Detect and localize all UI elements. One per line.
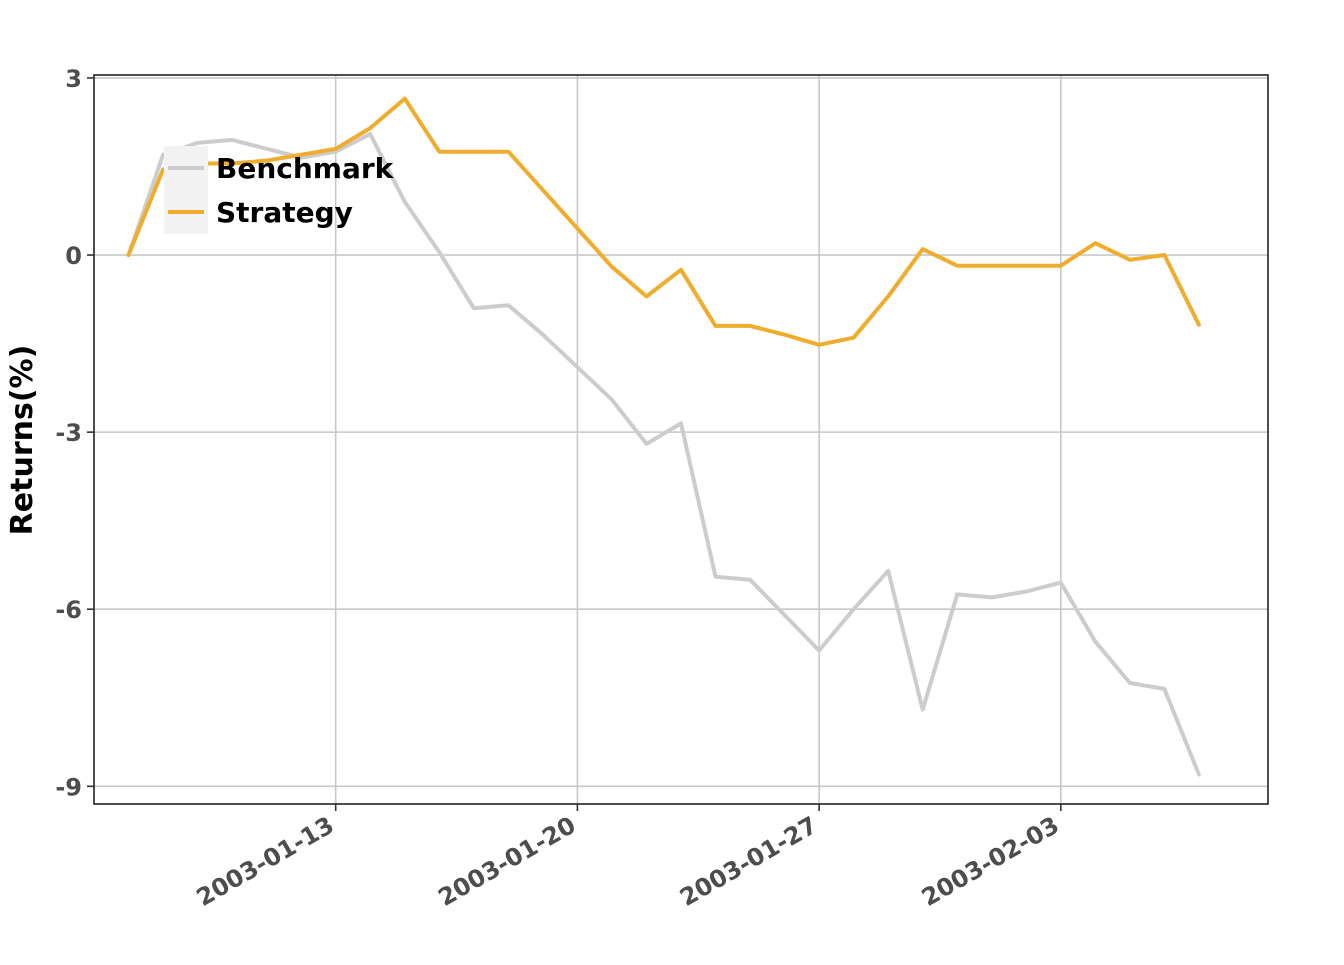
x-tick-label: 2003-01-20 [433,811,580,912]
series-line-benchmark [126,132,1201,777]
legend-key-background [164,146,208,234]
series-layer [126,96,1201,777]
legend-label-strategy: Strategy [216,196,353,229]
y-tick-label: -3 [55,419,82,447]
legend-label-benchmark: Benchmark [216,152,395,185]
x-tick-label: 2003-01-27 [675,811,822,912]
y-axis-title: Returns(%) [5,345,40,536]
x-tick-label: 2003-02-03 [917,811,1064,912]
y-tick-label: 3 [65,65,82,93]
series-line-strategy [126,96,1201,347]
legend: Benchmark Strategy [164,146,395,234]
plot-panel-border [93,74,1269,805]
y-tick-label: -6 [55,596,82,624]
y-tick-label: -9 [55,773,82,801]
x-tick-label: 2003-01-13 [192,811,339,912]
y-tick-label: 0 [65,242,82,270]
